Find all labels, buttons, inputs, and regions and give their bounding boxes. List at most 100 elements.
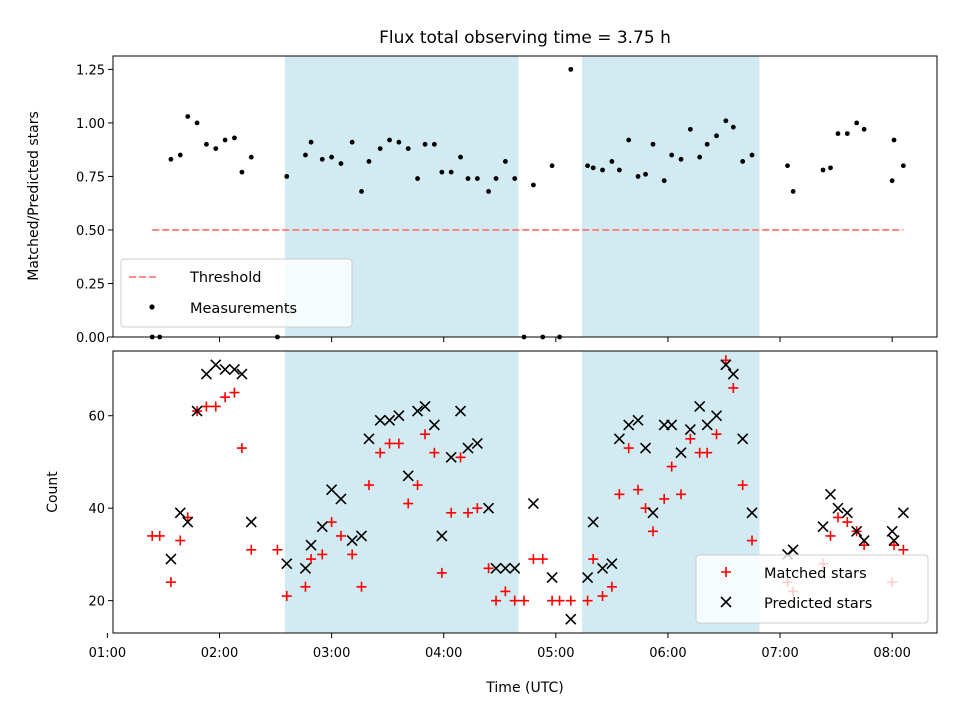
x-tick-label: 03:00	[313, 646, 350, 661]
matched-star-point	[859, 540, 870, 551]
matched-star-point	[154, 530, 165, 541]
matched-star-point	[429, 447, 440, 458]
matched-star-point	[528, 554, 539, 565]
predicted-star-point	[236, 368, 248, 380]
measurement-point	[512, 176, 518, 181]
matched-star-point	[676, 489, 687, 500]
matched-star-point	[711, 429, 722, 440]
bottom-shaded-region	[284, 351, 519, 633]
measurement-point	[493, 176, 499, 181]
predicted-star-point	[694, 400, 706, 413]
measurement-point	[854, 120, 860, 126]
predicted-star-point	[509, 562, 521, 574]
measurement-point	[338, 161, 344, 166]
predicted-star-point	[746, 507, 758, 519]
predicted-star-point	[817, 521, 829, 533]
bottom-legend: Matched stars Predicted stars	[695, 554, 929, 624]
matched-star-point	[363, 480, 374, 491]
measurement-point	[889, 178, 895, 184]
predicted-star-point	[596, 562, 609, 574]
matched-star-point	[832, 512, 843, 523]
measurement-point	[714, 133, 719, 139]
matched-star-point	[647, 526, 658, 537]
predicted-star-point	[346, 534, 358, 547]
measurement-point	[820, 167, 826, 173]
predicted-star-point	[393, 410, 405, 422]
predicted-star-point	[787, 544, 799, 556]
matched-star-point	[463, 507, 474, 518]
measurement-point	[650, 141, 656, 147]
matched-legend-label: Matched stars	[764, 566, 867, 582]
predicted-star-point	[200, 368, 212, 380]
top-y-tick-label: 0.00	[76, 331, 105, 346]
measurement-point	[502, 159, 508, 164]
predicted-star-point	[666, 419, 678, 431]
predicted-star-point	[383, 414, 396, 426]
measurement-point	[458, 154, 463, 160]
matched-star-point	[472, 503, 483, 514]
top-legend-box	[120, 258, 353, 328]
predicted-star-point	[462, 442, 474, 454]
measurement-point	[678, 156, 684, 162]
measurement-point	[661, 178, 667, 184]
predicted-legend-label: Predicted stars	[764, 596, 872, 612]
x-axis-label: Time (UTC)	[485, 680, 563, 696]
matched-star-point	[300, 581, 311, 592]
matched-star-point	[201, 401, 212, 412]
predicted-star-point	[210, 359, 222, 371]
matched-star-point	[347, 549, 358, 560]
top-y-tick-label: 0.75	[76, 170, 105, 185]
measurement-point	[405, 146, 411, 151]
measurement-point	[439, 169, 445, 175]
matched-star-point	[720, 355, 731, 366]
measurement-point	[730, 124, 736, 130]
measurement-point	[185, 114, 191, 119]
predicted-star-point	[305, 539, 317, 551]
predicted-star-point	[490, 562, 502, 574]
matched-star-point	[375, 447, 386, 458]
predicted-star-point	[335, 493, 347, 505]
measurement-point	[704, 141, 710, 147]
matched-star-point	[491, 595, 502, 606]
matched-star-point	[246, 544, 257, 555]
measurement-point	[844, 131, 850, 137]
matched-star-point	[165, 577, 176, 588]
matched-star-point	[210, 401, 221, 412]
predicted-star-point	[675, 447, 687, 459]
predicted-star-point	[710, 410, 723, 422]
measurement-point	[835, 131, 841, 137]
predicted-star-point	[165, 553, 177, 565]
predicted-star-point	[499, 562, 511, 574]
measurement-point	[828, 165, 833, 171]
predicted-star-point	[727, 368, 739, 380]
measurement-point	[303, 152, 308, 158]
bottom-y-tick-label: 60	[88, 410, 105, 425]
x-tick-label: 02:00	[201, 646, 238, 661]
predicted-star-point	[582, 571, 594, 584]
measurement-point	[590, 165, 596, 171]
chart-title: Flux total observing time = 3.75 h	[379, 28, 671, 48]
matched-star-point	[393, 438, 404, 449]
x-tick-label: 05:00	[537, 646, 574, 661]
measurement-point	[422, 141, 428, 147]
predicted-star-point	[436, 530, 448, 542]
measurement-point	[891, 137, 897, 143]
matched-star-point	[633, 484, 644, 495]
predicted-star-point	[888, 534, 900, 547]
measurement-point	[609, 159, 615, 164]
x-tick-label: 06:00	[649, 646, 686, 661]
x-tick-label: 04:00	[425, 646, 462, 661]
measurement-point	[861, 126, 867, 132]
predicted-star-point	[832, 502, 844, 514]
predicted-star-point	[374, 414, 386, 426]
predicted-star-point	[546, 571, 558, 584]
measurement-point	[329, 154, 335, 160]
measurement-point	[431, 141, 437, 147]
predicted-star-point	[228, 363, 241, 376]
predicted-star-point	[428, 419, 440, 431]
x-tick-label: 08:00	[873, 646, 910, 661]
measurements-legend-label: Measurements	[190, 301, 297, 317]
matched-star-point	[281, 591, 292, 602]
matched-star-point	[702, 447, 713, 458]
predicted-star-point	[527, 497, 539, 510]
